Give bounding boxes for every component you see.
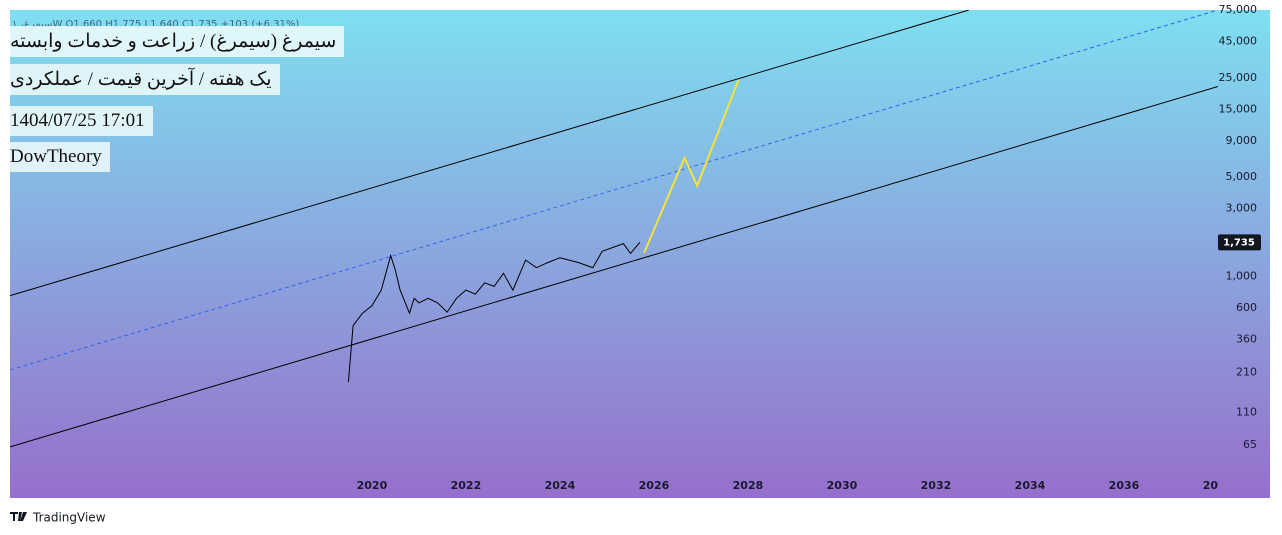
y-tick-label: 3,000 [1226,202,1258,215]
x-tick-label: 2034 [1015,479,1046,492]
y-tick-label: 65 [1243,438,1257,451]
logo [10,512,27,521]
series-line [10,10,1218,371]
y-tick-label: 75,000 [1219,3,1258,16]
x-tick-label: 2030 [827,479,858,492]
y-tick-label: 600 [1236,301,1257,314]
x-tick-label: 2020 [357,479,388,492]
footer: TradingView [32,511,106,525]
x-tick-label: 2028 [733,479,764,492]
x-tick-label: 2024 [545,479,576,492]
y-tick-label: 210 [1236,366,1257,379]
y-tick-label: 25,000 [1219,71,1258,84]
y-tick-label: 110 [1236,405,1257,418]
x-tick-label: 2032 [921,479,952,492]
series-line [10,10,970,297]
price-label-box [1218,234,1261,251]
header-line: DowTheory [10,142,110,172]
legend-line: سیمرغ، ۱W O1,660 H1,775 L1,640 C1,735 +1… [12,19,299,30]
y-tick-label: 5,000 [1226,170,1258,183]
y-tick-label: 9,000 [1226,134,1258,147]
y-tick-label: 1,000 [1226,269,1258,282]
header-line: 1404/07/25 17:01 [10,106,153,136]
header-line: یک هفته / آخرین قیمت / عملکردی [10,64,280,95]
header-line: سیمرغ (سیمرغ) / زراعت و خدمات وابسته [10,26,345,57]
series-line [10,86,1218,448]
y-tick-label: 15,000 [1219,102,1258,115]
price-label: 1,735 [1223,237,1255,248]
x-tick-label: 2026 [639,479,670,492]
x-tick-label: 2022 [451,479,482,492]
series-line [347,241,641,383]
y-tick-label: 45,000 [1219,35,1258,48]
x-tick-label: 2036 [1109,479,1140,492]
y-tick-label: 360 [1236,332,1257,345]
x-tick-label: 2038 [1203,479,1234,492]
series-line [643,79,740,254]
